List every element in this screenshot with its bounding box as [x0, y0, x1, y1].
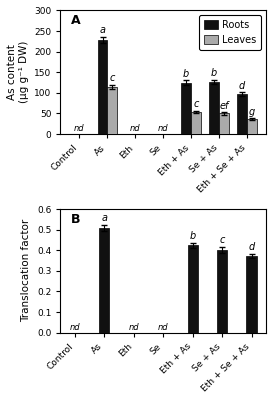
Text: B: B — [71, 213, 80, 226]
Bar — [181, 82, 191, 134]
Text: nd: nd — [158, 323, 168, 332]
Text: d: d — [248, 242, 255, 252]
Text: a: a — [100, 25, 106, 35]
Text: b: b — [183, 69, 189, 79]
Legend: Roots, Leaves: Roots, Leaves — [199, 15, 261, 50]
Text: c: c — [109, 73, 115, 83]
Bar — [98, 40, 107, 134]
Bar — [188, 245, 198, 333]
Bar — [99, 228, 109, 333]
Bar — [209, 82, 219, 134]
Text: g: g — [249, 107, 255, 117]
Text: b: b — [189, 231, 196, 241]
Text: b: b — [211, 68, 217, 78]
Text: ef: ef — [219, 100, 229, 110]
Bar — [247, 256, 257, 333]
Y-axis label: As content
(μg g⁻¹ DW): As content (μg g⁻¹ DW) — [7, 41, 29, 104]
Bar — [217, 250, 227, 333]
Text: A: A — [71, 14, 80, 27]
Text: nd: nd — [130, 124, 141, 133]
Bar — [247, 119, 257, 134]
Text: nd: nd — [158, 124, 168, 133]
Bar — [107, 87, 117, 134]
Text: c: c — [193, 99, 199, 109]
Bar — [219, 114, 229, 134]
Text: a: a — [101, 213, 107, 223]
Text: nd: nd — [70, 323, 80, 332]
Text: c: c — [219, 235, 225, 245]
Y-axis label: Translocation factor: Translocation factor — [21, 219, 31, 322]
Text: d: d — [239, 81, 245, 91]
Bar — [191, 112, 201, 134]
Bar — [237, 94, 247, 134]
Text: nd: nd — [129, 323, 139, 332]
Text: nd: nd — [74, 124, 85, 133]
